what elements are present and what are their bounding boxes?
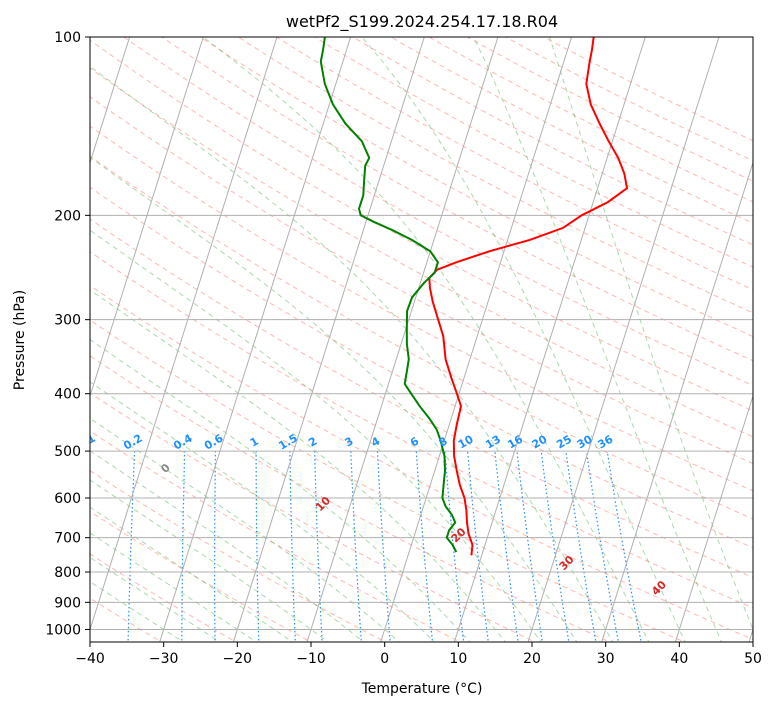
x-tick-label: 40 [670,651,688,667]
x-tick-label: 30 [597,651,615,667]
chart-title: wetPf2_S199.2024.254.17.18.R04 [286,12,558,32]
y-tick-label: 200 [54,208,81,224]
y-tick-label: 100 [54,30,81,46]
x-tick-label: −40 [75,651,105,667]
y-tick-label: 400 [54,387,81,403]
y-tick-label: 500 [54,444,81,460]
x-tick-label: 20 [523,651,541,667]
y-axis-label: Pressure (hPa) [12,290,28,390]
x-tick-label: 0 [380,651,389,667]
x-tick-label: −10 [296,651,326,667]
x-tick-label: −30 [149,651,179,667]
x-tick-label: −20 [223,651,253,667]
x-axis-label: Temperature (°C) [361,681,483,697]
y-tick-label: 300 [54,313,81,329]
y-tick-label: 700 [54,531,81,547]
y-tick-label: 800 [54,565,81,581]
x-tick-label: 10 [449,651,467,667]
x-tick-label: 50 [744,651,762,667]
y-tick-label: 900 [54,595,81,611]
y-tick-label: 1000 [45,622,81,638]
y-tick-label: 600 [54,491,81,507]
